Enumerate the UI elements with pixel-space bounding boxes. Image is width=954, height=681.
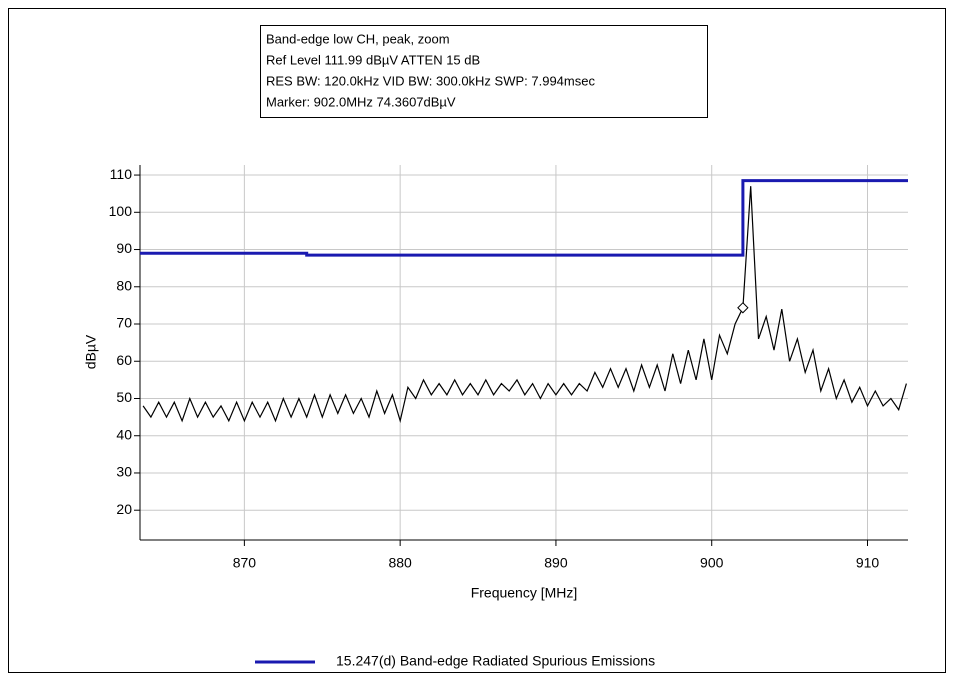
x-tick-label: 910 [856, 555, 880, 571]
marker [737, 302, 749, 314]
x-tick-label: 880 [388, 555, 412, 571]
y-tick-label: 110 [110, 166, 133, 182]
x-axis-label: Frequency [MHz] [471, 585, 578, 601]
info-line: RES BW: 120.0kHz VID BW: 300.0kHz SWP: 7… [266, 73, 595, 88]
info-box [260, 25, 708, 118]
legend-label: 15.247(d) Band-edge Radiated Spurious Em… [336, 653, 655, 669]
y-tick-label: 80 [116, 277, 132, 293]
frame [8, 8, 946, 673]
x-tick-label: 890 [544, 555, 568, 571]
y-tick-label: 90 [116, 240, 132, 256]
y-tick-label: 50 [116, 389, 132, 405]
y-tick-label: 20 [116, 501, 132, 517]
info-line: Band-edge low CH, peak, zoom [266, 31, 450, 46]
y-tick-label: 100 [109, 203, 133, 219]
y-tick-label: 70 [116, 315, 132, 331]
y-tick-label: 60 [116, 352, 132, 368]
x-tick-label: 900 [700, 555, 724, 571]
y-tick-label: 30 [116, 464, 132, 480]
y-tick-label: 40 [116, 426, 132, 442]
y-axis-label: dBµV [83, 334, 99, 369]
info-line: Ref Level 111.99 dBµV ATTEN 15 dB [266, 52, 480, 67]
x-tick-label: 870 [233, 555, 257, 571]
series-line [140, 179, 908, 257]
series-line [142, 186, 907, 424]
info-line: Marker: 902.0MHz 74.3607dBµV [266, 94, 456, 109]
info-text: Band-edge low CH, peak, zoom Ref Level 1… [266, 31, 595, 109]
